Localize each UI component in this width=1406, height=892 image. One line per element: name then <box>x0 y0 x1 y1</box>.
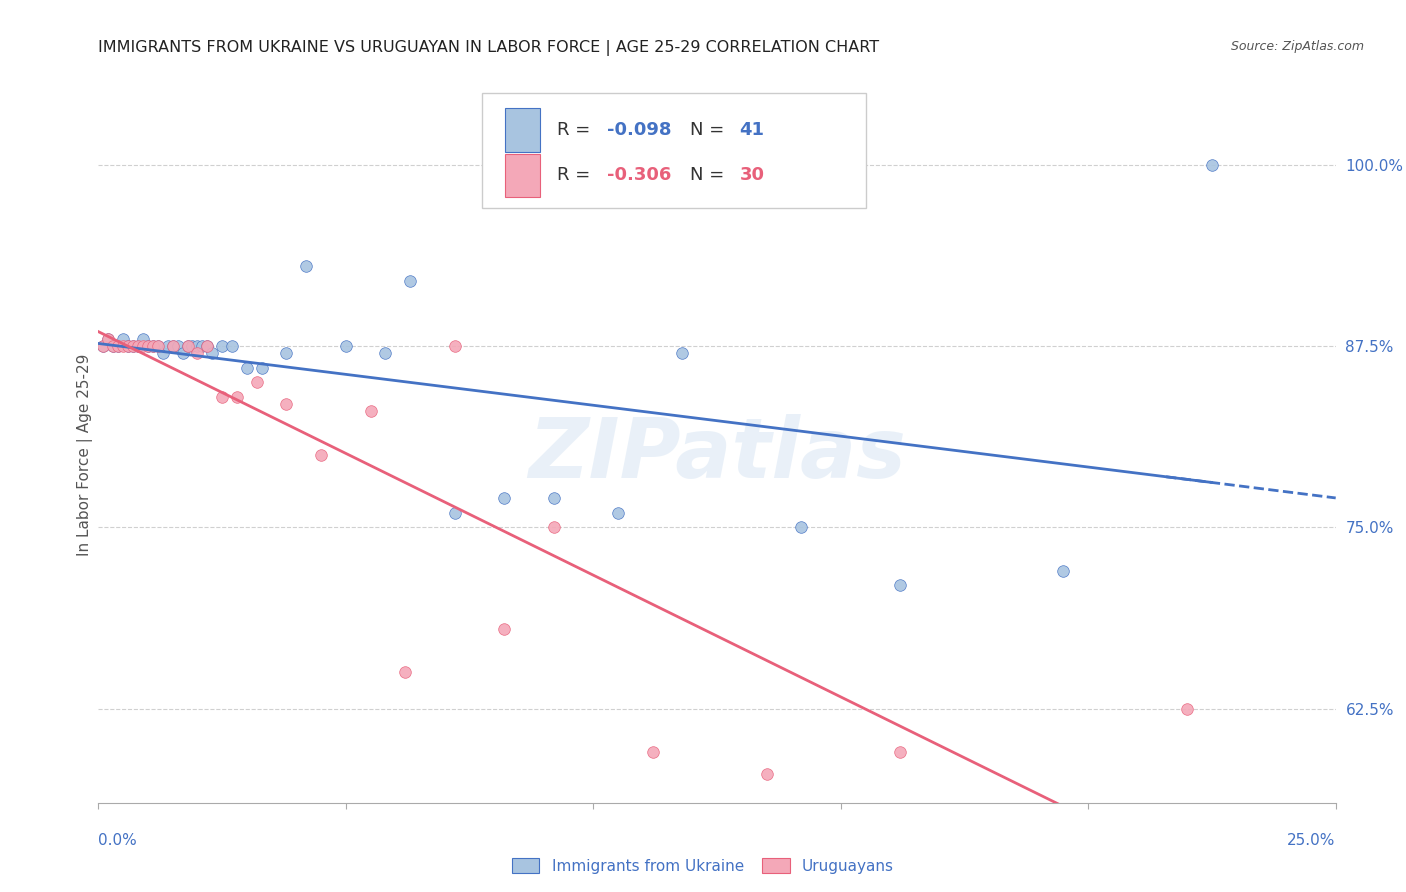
Point <box>221 339 243 353</box>
Point <box>1175 701 1198 715</box>
Point <box>93 339 115 353</box>
Text: N =: N = <box>690 166 730 185</box>
Text: 30: 30 <box>740 166 765 185</box>
Point <box>374 346 396 360</box>
Point <box>443 339 465 353</box>
Point <box>107 339 129 353</box>
Point <box>112 332 135 346</box>
Point <box>226 390 249 404</box>
Point <box>152 346 174 360</box>
Point <box>250 361 273 376</box>
Point <box>112 339 135 353</box>
Point <box>399 274 422 288</box>
Point <box>103 339 125 353</box>
Text: IMMIGRANTS FROM UKRAINE VS URUGUAYAN IN LABOR FORCE | AGE 25-29 CORRELATION CHAR: IMMIGRANTS FROM UKRAINE VS URUGUAYAN IN … <box>98 40 880 56</box>
Point <box>176 339 198 353</box>
Point <box>122 339 145 353</box>
Point <box>543 491 565 506</box>
Point <box>191 339 214 353</box>
Point <box>755 767 778 781</box>
Point <box>309 448 332 462</box>
Point <box>246 376 269 390</box>
Point <box>127 339 149 353</box>
Point <box>394 665 416 680</box>
Point <box>641 745 664 759</box>
Text: Source: ZipAtlas.com: Source: ZipAtlas.com <box>1230 40 1364 54</box>
FancyBboxPatch shape <box>482 93 866 208</box>
Point <box>335 339 357 353</box>
Point <box>276 397 298 411</box>
Text: N =: N = <box>690 121 730 139</box>
Text: 41: 41 <box>740 121 765 139</box>
Point <box>236 361 259 376</box>
Point <box>132 332 155 346</box>
Point <box>176 339 198 353</box>
Legend: Immigrants from Ukraine, Uruguayans: Immigrants from Ukraine, Uruguayans <box>506 852 900 880</box>
Point <box>181 339 204 353</box>
Text: R =: R = <box>557 121 596 139</box>
Y-axis label: In Labor Force | Age 25-29: In Labor Force | Age 25-29 <box>76 354 93 556</box>
Point <box>146 339 169 353</box>
Point <box>103 339 125 353</box>
Point <box>142 339 165 353</box>
Point <box>494 622 516 636</box>
Text: ZIPatlas: ZIPatlas <box>529 415 905 495</box>
Text: -0.098: -0.098 <box>607 121 672 139</box>
Point <box>156 339 179 353</box>
Point <box>543 520 565 534</box>
Point <box>607 506 630 520</box>
Point <box>889 578 911 592</box>
Point <box>142 339 165 353</box>
FancyBboxPatch shape <box>506 153 540 197</box>
Point <box>136 339 159 353</box>
Point <box>93 339 115 353</box>
Text: -0.306: -0.306 <box>607 166 671 185</box>
Point <box>211 339 233 353</box>
Point <box>97 332 120 346</box>
Point <box>186 339 208 353</box>
Point <box>146 339 169 353</box>
Point <box>1201 158 1223 172</box>
Text: R =: R = <box>557 166 596 185</box>
Point <box>162 339 184 353</box>
Point <box>889 745 911 759</box>
Point <box>671 346 693 360</box>
Point <box>1052 564 1074 578</box>
Point <box>122 339 145 353</box>
Point <box>443 506 465 520</box>
Point <box>494 491 516 506</box>
Point <box>162 339 184 353</box>
Point <box>211 390 233 404</box>
Point <box>295 260 318 274</box>
Point <box>195 339 218 353</box>
Point <box>136 339 159 353</box>
Point <box>201 346 224 360</box>
Point <box>117 339 139 353</box>
Point <box>186 346 208 360</box>
FancyBboxPatch shape <box>506 109 540 152</box>
Point <box>97 332 120 346</box>
Point <box>172 346 194 360</box>
Point <box>276 346 298 360</box>
Point <box>195 339 218 353</box>
Text: 0.0%: 0.0% <box>98 833 138 848</box>
Text: 25.0%: 25.0% <box>1288 833 1336 848</box>
Point <box>166 339 188 353</box>
Point <box>132 339 155 353</box>
Point <box>107 339 129 353</box>
Point <box>117 339 139 353</box>
Point <box>360 404 382 418</box>
Point <box>127 339 149 353</box>
Point <box>790 520 813 534</box>
